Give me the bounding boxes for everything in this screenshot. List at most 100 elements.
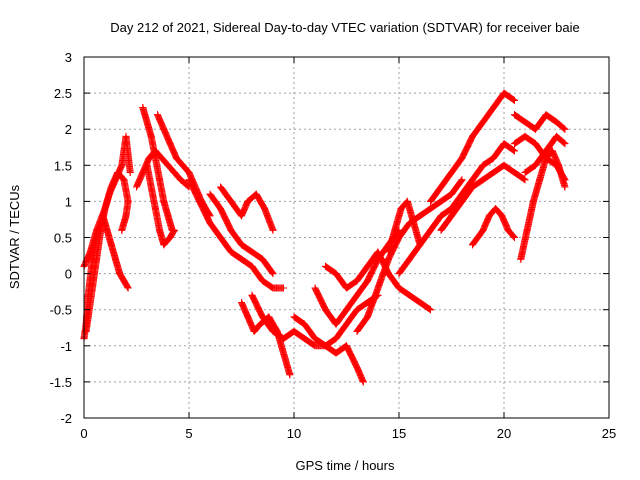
data-point [166, 234, 174, 241]
data-point [145, 154, 153, 162]
chart-title: Day 212 of 2021, Sidereal Day-to-day VTE… [110, 20, 579, 35]
data-point [151, 205, 159, 213]
data-point [122, 212, 130, 220]
data-point [93, 234, 101, 241]
y-tick-label: 3 [65, 50, 72, 65]
data-point [322, 262, 329, 270]
data-point [416, 212, 424, 220]
data-point [511, 140, 518, 148]
data-point [500, 140, 508, 148]
data-point [437, 183, 445, 191]
data-point [118, 161, 126, 169]
data-point [469, 183, 476, 191]
data-point [532, 125, 539, 133]
data-point [250, 327, 258, 335]
data-point [101, 205, 109, 213]
data-point [406, 291, 413, 299]
data-point [353, 291, 361, 299]
data-point [542, 147, 550, 155]
data-point [88, 255, 96, 263]
data-point [139, 104, 147, 112]
data-point [521, 176, 529, 184]
data-point [458, 197, 466, 205]
series-track-21 [437, 161, 529, 234]
data-point [490, 104, 497, 112]
data-point [280, 335, 287, 343]
y-tick-label: -0.5 [50, 303, 72, 318]
data-point [311, 342, 319, 350]
x-tick-label: 20 [497, 426, 511, 441]
y-tick-label: 0 [65, 267, 72, 282]
data-point [485, 212, 493, 220]
data-point [511, 169, 518, 177]
data-point [170, 226, 178, 234]
data-point [511, 147, 518, 155]
series-track-3 [99, 212, 132, 292]
data-point [332, 335, 340, 343]
data-point [301, 335, 308, 343]
y-tick-label: -2 [60, 411, 72, 426]
data-point [143, 161, 151, 169]
data-point [395, 270, 403, 278]
series-track-22 [469, 205, 518, 249]
data-point [172, 154, 180, 162]
data-point [118, 226, 126, 234]
series-track [99, 212, 132, 292]
x-ticks: 0 5 10 15 20 25 [80, 57, 616, 441]
data-point [259, 255, 266, 263]
data-point [343, 342, 350, 350]
x-axis-label: GPS time / hours [296, 458, 395, 473]
y-tick-label: 1.5 [54, 158, 72, 173]
data-point [133, 183, 140, 191]
data-point [164, 161, 172, 169]
data-point [553, 118, 560, 126]
data-point [364, 313, 371, 321]
data-point [343, 306, 350, 314]
data-point [244, 197, 252, 205]
data-point [124, 197, 132, 205]
data-point [364, 277, 371, 285]
data-point [105, 190, 113, 198]
y-ticks: -2 -1.5 -1 -0.5 0 0.5 1 1.5 2 2.5 3 [50, 50, 609, 426]
series-track-25 [517, 147, 569, 263]
data-point [385, 248, 392, 256]
data-point [185, 169, 193, 177]
data-point [448, 212, 455, 220]
data-point [261, 205, 269, 213]
data-point [156, 176, 164, 184]
data-point [353, 306, 361, 314]
series-track-7 [143, 161, 178, 249]
data-point [498, 212, 506, 220]
data-point [290, 327, 298, 335]
data-point [403, 197, 411, 205]
data-point [269, 226, 277, 234]
data-point [122, 132, 130, 140]
data-point [99, 212, 107, 220]
data-point [95, 226, 103, 234]
data-point [120, 176, 128, 184]
data-point [259, 277, 266, 285]
data-point [479, 176, 487, 184]
data-point [217, 205, 224, 213]
data-point [532, 140, 539, 148]
y-tick-label: -1 [60, 339, 72, 354]
data-point [427, 205, 434, 213]
data-point [427, 226, 434, 234]
data-point [561, 125, 569, 133]
data-point [206, 190, 214, 198]
data-point [364, 262, 371, 270]
data-point [490, 169, 497, 177]
data-point [359, 378, 367, 386]
y-tick-label: 2.5 [54, 86, 72, 101]
data-point [238, 241, 245, 249]
data-point [479, 161, 487, 169]
data-point [280, 284, 287, 292]
data-point [84, 291, 92, 299]
data-point [147, 183, 155, 191]
series-track [517, 147, 569, 263]
data-point [500, 161, 508, 169]
data-point [217, 183, 224, 191]
data-point [492, 205, 500, 213]
data-point [244, 313, 252, 321]
data-point [301, 320, 308, 328]
